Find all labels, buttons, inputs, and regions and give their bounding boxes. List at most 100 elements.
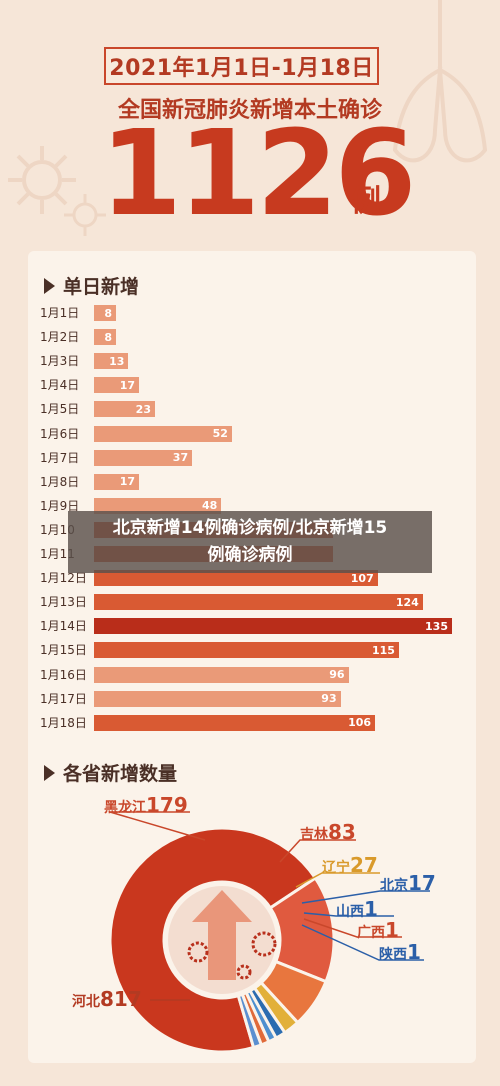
bar-value-label: 93	[321, 692, 337, 706]
province-name: 吉林	[300, 827, 328, 843]
date-range: 2021年1月1日-1月18日	[109, 56, 374, 81]
province-label: 广西1	[357, 918, 399, 942]
bar: 17	[94, 473, 140, 490]
leader-line	[279, 839, 356, 863]
bar-value-label: 106	[348, 716, 372, 730]
bar-category-label: 1月6日	[40, 426, 80, 441]
province-name: 河北	[72, 994, 100, 1010]
leader-line	[301, 890, 430, 904]
province-section-title: 各省新增数量	[44, 759, 177, 786]
bar-value-label: 8	[104, 306, 112, 320]
province-name: 山西	[336, 904, 364, 920]
bar-category-label: 1月5日	[40, 402, 80, 417]
virus-icon	[251, 931, 277, 957]
bar-row: 1月17日 93	[0, 689, 500, 709]
province-name: 陕西	[379, 947, 407, 963]
bar-category-label: 1月3日	[40, 354, 80, 369]
bar: 124	[94, 594, 423, 611]
province-label: 山西1	[336, 897, 378, 921]
bar-row: 1月9日 48	[0, 496, 500, 516]
bar: 93	[94, 690, 341, 707]
bar: 13	[94, 353, 129, 370]
province-donut-chart	[108, 811, 430, 1054]
bar-value-label: 124	[395, 595, 419, 609]
province-name: 北京	[380, 878, 408, 894]
province-value: 83	[328, 820, 356, 844]
bar-category-label: 1月4日	[40, 378, 80, 393]
triangle-bullet-icon	[44, 277, 55, 294]
total-cases-unit: 例	[351, 184, 381, 219]
bar: 52	[94, 425, 232, 442]
province-title-text: 各省新增数量	[63, 763, 178, 785]
bar-value-label: 13	[109, 354, 125, 368]
bar-value-label: 96	[329, 668, 345, 681]
bar-category-label: 1月15日	[40, 643, 87, 658]
virus-icon	[64, 194, 106, 236]
province-label: 黑龙江179	[104, 793, 188, 817]
bar-value-label: 52	[212, 427, 228, 440]
bar-row: 1月7日 37	[0, 448, 500, 468]
bar-row: 1月2日 8	[0, 327, 500, 347]
province-value: 179	[146, 793, 188, 817]
bar-value-label: 17	[119, 378, 136, 392]
bar-row: 1月4日 17	[0, 375, 500, 395]
bar-row: 1月18日 106	[0, 713, 500, 733]
headline-line-2: 例确诊病例	[207, 545, 293, 565]
bar-value-label: 37	[172, 451, 189, 465]
bar: 107	[94, 570, 378, 587]
virus-icon	[236, 964, 252, 980]
bar-row: 1月14日 135	[0, 616, 500, 636]
bar-row: 1月1日 8	[0, 303, 500, 323]
province-value: 1	[385, 918, 399, 942]
bar: 17	[94, 377, 140, 394]
bar-value-label: 17	[119, 475, 136, 489]
bar: 96	[94, 666, 349, 683]
province-label: 河北817	[72, 987, 142, 1011]
bar-value-label: 23	[135, 402, 151, 416]
up-arrow-icon	[192, 890, 252, 980]
bar: 37	[94, 449, 193, 466]
bar-category-label: 1月18日	[40, 715, 87, 730]
bar-category-label: 1月10	[40, 522, 75, 537]
bar: 23	[94, 401, 155, 418]
bar-category-label: 1月2日	[40, 330, 80, 345]
bar: 115	[94, 642, 399, 659]
province-label: 辽宁27	[322, 853, 378, 877]
bar-category-label: 1月16日	[40, 667, 87, 682]
triangle-bullet-icon	[44, 764, 55, 781]
bar-category-label: 1月11	[40, 547, 75, 561]
bar-value-label: 107	[350, 571, 374, 585]
province-value: 17	[408, 871, 436, 895]
lungs-icon	[392, 0, 488, 163]
province-value: 27	[350, 853, 378, 877]
bar-category-label: 1月9日	[40, 498, 80, 513]
province-label: 北京17	[380, 871, 436, 895]
leader-line	[301, 924, 424, 961]
bar: 8	[94, 329, 116, 346]
bar-value-label: 48	[201, 499, 218, 513]
bar: 106	[94, 714, 376, 731]
bar-value-label: 135	[425, 619, 448, 633]
leader-line	[109, 811, 206, 841]
province-name: 辽宁	[322, 860, 350, 876]
bar-row: 1月13日 124	[0, 592, 500, 612]
bar-value-label: 8	[104, 330, 112, 344]
bar-row: 1月3日 13	[0, 351, 500, 371]
bar-category-label: 1月1日	[40, 306, 80, 320]
bar-row: 1月6日 52	[0, 424, 500, 444]
bar-category-label: 1月8日	[40, 474, 80, 489]
bar-category-label: 1月13日	[40, 595, 87, 610]
province-value: 1	[364, 897, 378, 921]
province-value: 1	[407, 940, 421, 964]
leader-line	[303, 912, 394, 917]
donut-slice	[236, 992, 264, 1050]
bar-category-label: 1月7日	[40, 450, 80, 465]
bar: 135	[94, 618, 452, 635]
bar-row: 1月16日 96	[0, 665, 500, 685]
daily-title-text: 单日新增	[63, 276, 140, 298]
date-range-box: 2021年1月1日-1月18日	[104, 47, 379, 85]
province-label: 陕西1	[379, 940, 421, 964]
headline-line-1: 北京新增14例确诊病例/北京新增15	[112, 518, 388, 538]
leader-line	[295, 872, 380, 888]
virus-icon	[187, 941, 209, 963]
